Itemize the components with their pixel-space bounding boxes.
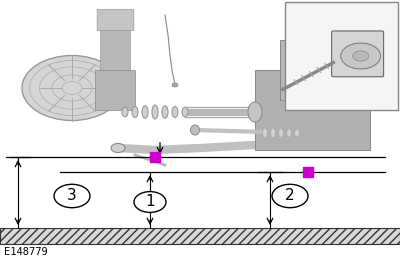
- Point: [305, 170, 311, 174]
- Bar: [100, 30, 130, 75]
- Bar: [95, 70, 135, 110]
- Ellipse shape: [152, 105, 158, 119]
- Bar: [285, 2, 398, 110]
- Ellipse shape: [248, 102, 262, 122]
- Bar: [0, 228, 400, 244]
- Ellipse shape: [278, 128, 284, 138]
- Ellipse shape: [190, 125, 200, 135]
- Circle shape: [22, 55, 122, 120]
- Circle shape: [134, 192, 166, 212]
- Text: E148779: E148779: [4, 247, 48, 257]
- Bar: [280, 40, 375, 100]
- Circle shape: [327, 33, 363, 57]
- Ellipse shape: [122, 107, 128, 117]
- Circle shape: [353, 51, 369, 61]
- Ellipse shape: [262, 128, 268, 138]
- Ellipse shape: [294, 129, 300, 137]
- Text: 1: 1: [145, 194, 155, 210]
- Bar: [108, 10, 128, 90]
- Circle shape: [335, 38, 355, 51]
- FancyBboxPatch shape: [97, 9, 134, 30]
- Polygon shape: [310, 5, 380, 100]
- Point: [152, 155, 158, 159]
- Circle shape: [272, 184, 308, 208]
- Bar: [255, 70, 370, 150]
- FancyBboxPatch shape: [332, 31, 384, 77]
- Ellipse shape: [132, 107, 138, 118]
- Circle shape: [172, 83, 178, 87]
- Ellipse shape: [270, 128, 276, 138]
- Ellipse shape: [142, 106, 148, 118]
- Ellipse shape: [286, 129, 292, 137]
- Circle shape: [111, 144, 125, 153]
- Ellipse shape: [182, 107, 188, 117]
- Bar: [0, 0, 400, 228]
- Circle shape: [54, 184, 90, 208]
- Ellipse shape: [172, 107, 178, 118]
- Text: 3: 3: [67, 188, 77, 204]
- Text: 2: 2: [285, 188, 295, 204]
- Circle shape: [341, 43, 381, 69]
- Ellipse shape: [162, 106, 168, 118]
